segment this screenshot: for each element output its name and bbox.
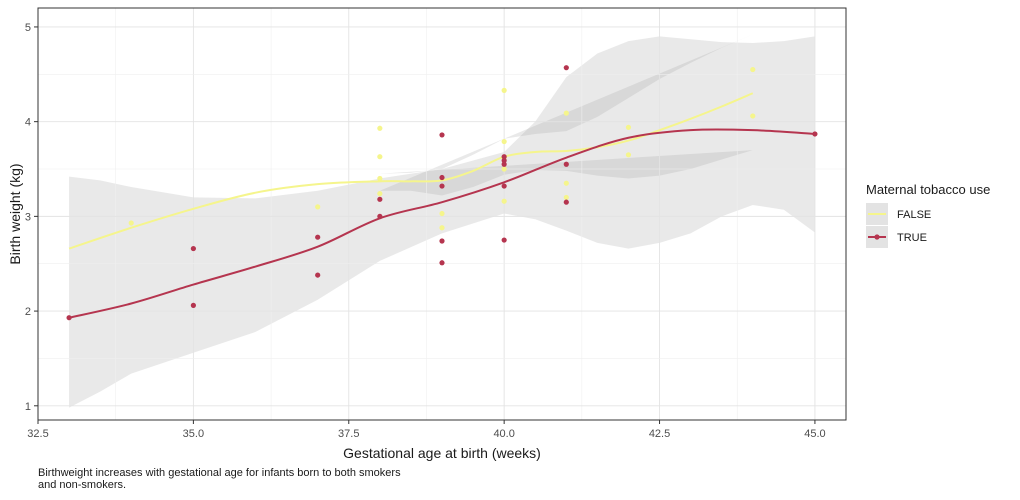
point-true [439, 238, 445, 244]
legend-items: FALSE TRUE [866, 203, 931, 248]
point-true [439, 132, 445, 138]
point-true [501, 237, 507, 243]
x-tick-label: 42.5 [649, 428, 670, 440]
point-true [501, 161, 507, 167]
point-true [563, 161, 569, 167]
point-true [563, 65, 569, 71]
x-axis-title: Gestational age at birth (weeks) [343, 445, 541, 461]
point-true [439, 260, 445, 266]
point-false [439, 225, 445, 231]
confidence-band-true [69, 36, 815, 408]
point-true [66, 315, 72, 321]
point-true [501, 183, 507, 189]
point-true [501, 157, 507, 164]
y-tick-label: 1 [25, 401, 31, 413]
legend-title: Maternal tobacco use [866, 182, 990, 197]
point-true [812, 131, 818, 137]
confidence-bands [69, 34, 815, 408]
point-false [750, 113, 756, 119]
point-false [315, 204, 321, 210]
point-false [501, 138, 507, 145]
point-false [128, 220, 134, 226]
point-false [563, 180, 569, 186]
smooth-lines [68, 92, 815, 319]
point-false [501, 87, 507, 93]
point-false [377, 125, 383, 131]
point-true [563, 199, 569, 205]
point-false [377, 154, 383, 160]
x-tick-label: 35.0 [183, 428, 204, 440]
data-points [66, 65, 818, 321]
point-true [315, 272, 321, 278]
point-false [377, 191, 383, 197]
point-false [501, 166, 507, 172]
y-tick-label: 3 [25, 211, 31, 223]
point-true [190, 245, 196, 252]
point-true [439, 174, 445, 181]
y-tick-label: 2 [25, 306, 31, 318]
point-true [315, 234, 321, 240]
point-false [377, 175, 383, 182]
point-false [563, 194, 569, 201]
x-tick-label: 40.0 [493, 428, 514, 440]
y-axis-ticks: 1 2 3 4 5 [25, 22, 38, 413]
point-true [377, 213, 383, 219]
smooth-line-true [68, 128, 815, 319]
legend-label-false: FALSE [897, 209, 931, 221]
gridlines [37, 8, 846, 420]
legend-label-true: TRUE [897, 232, 927, 244]
x-axis-ticks: 32.5 35.0 37.5 40.0 42.5 45.0 [27, 420, 826, 440]
panel-border [37, 7, 847, 421]
point-false [501, 198, 507, 204]
point-true [501, 154, 507, 160]
x-tick-label: 37.5 [338, 428, 359, 440]
x-tick-label: 45.0 [804, 428, 825, 440]
point-false [750, 66, 756, 73]
y-tick-label: 5 [25, 22, 31, 34]
point-false [563, 110, 569, 116]
point-false [625, 152, 632, 158]
legend: Maternal tobacco use FALSE TRUE [866, 182, 990, 248]
smooth-line-false [68, 92, 754, 250]
point-true [377, 196, 383, 202]
point-true [190, 302, 196, 308]
y-tick-label: 4 [25, 117, 31, 129]
point-false [625, 124, 632, 130]
point-true [439, 183, 445, 189]
y-axis-title: Birth weight (kg) [7, 163, 23, 264]
x-tick-label: 32.5 [27, 428, 48, 440]
point-false [439, 210, 445, 217]
legend-key-point [874, 234, 880, 240]
chart-caption: Birthweight increases with gestational a… [38, 467, 401, 491]
